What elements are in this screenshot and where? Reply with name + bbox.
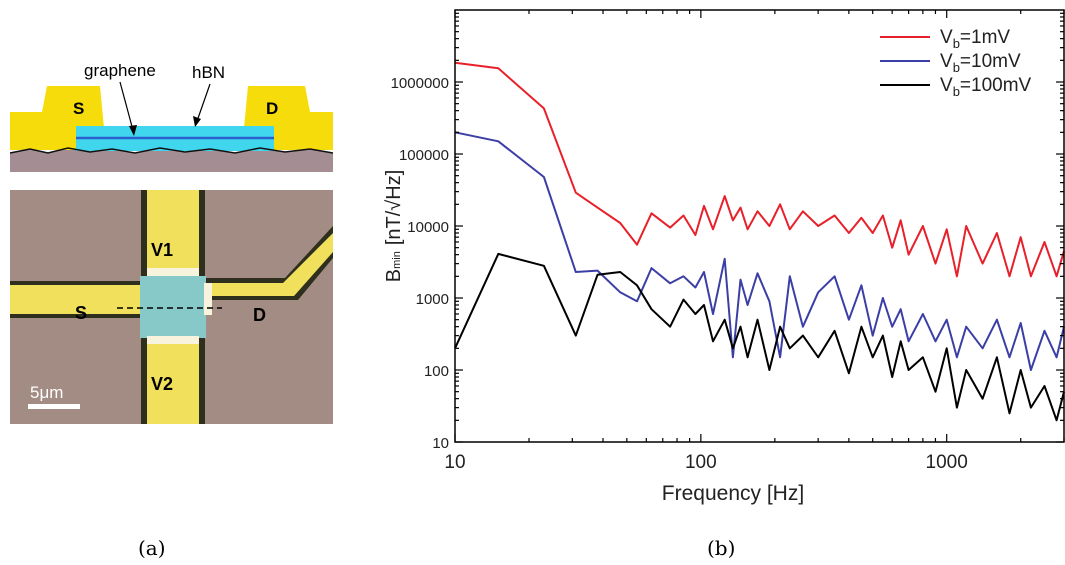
caption-b: (b) xyxy=(707,536,736,560)
y-tick-label: 10 xyxy=(432,435,449,452)
y-axis-label-sub: min xyxy=(391,251,403,269)
graphene-arrow xyxy=(119,81,135,135)
drain-contact xyxy=(244,86,333,150)
device-figure: S D graphene hBN V1 V2 xyxy=(9,61,334,424)
micrograph-v2-label: V2 xyxy=(151,374,173,394)
source-lead xyxy=(10,285,150,314)
micrograph-s-label: S xyxy=(75,303,87,323)
series-line-2 xyxy=(454,131,1065,371)
micrograph-d-label: D xyxy=(253,305,266,325)
scalebar-label: 5μm xyxy=(30,383,63,402)
device-schematic: S D graphene hBN xyxy=(9,61,334,172)
schematic-source-label: S xyxy=(73,99,84,118)
graphene-label: graphene xyxy=(84,61,156,80)
axis-ticks: 10 100 1000 10 100 1000 10000 100000 1000000 xyxy=(391,10,1065,473)
optical-micrograph: V1 V2 S D 5μm xyxy=(10,190,333,424)
series-line-1 xyxy=(454,61,1065,278)
drain-lead xyxy=(202,233,333,296)
y-axis-label: Bmin [nT/√Hz] xyxy=(383,170,405,283)
legend-label-1: Vb=1mV xyxy=(940,27,1010,51)
v1-lead xyxy=(147,190,199,274)
v1-contact-edge xyxy=(147,268,199,276)
drain-contact-edge xyxy=(204,283,212,315)
graphene-arrowhead xyxy=(129,125,137,136)
plot-lines xyxy=(454,61,1065,422)
scalebar xyxy=(28,404,80,409)
y-tick-label: 100 xyxy=(424,363,449,380)
y-tick-label: 100000 xyxy=(399,147,449,164)
hbn-label: hBN xyxy=(192,63,225,82)
y-axis-label-units: [nT/√Hz] xyxy=(383,170,405,245)
x-tick-label: 1000 xyxy=(926,452,968,473)
substrate-surface xyxy=(9,147,334,154)
hbn-channel xyxy=(140,276,206,338)
substrate xyxy=(10,148,333,172)
hbn-arrow xyxy=(195,83,211,125)
schematic-drain-label: D xyxy=(266,99,278,118)
y-tick-label: 10000 xyxy=(407,219,449,236)
series-line-3 xyxy=(454,252,1065,422)
x-tick-label: 10 xyxy=(444,452,465,473)
figure-a: S D graphene hBN V1 V2 xyxy=(0,0,360,520)
y-tick-label: 1000000 xyxy=(391,75,449,92)
legend-label-2: Vb=10mV xyxy=(940,51,1021,75)
svg-text:Bmin[nT/√Hz]: Bmin [nT/√Hz] xyxy=(383,170,405,283)
y-tick-label: 1000 xyxy=(416,291,449,308)
hbn-arrowhead xyxy=(193,116,201,127)
noise-chart: 10 100 1000 10 100 1000 10000 100000 1000000 Fre… xyxy=(383,9,1065,505)
v2-lead xyxy=(147,340,199,424)
source-contact xyxy=(10,86,104,150)
x-axis-label: Frequency [Hz] xyxy=(662,482,804,505)
x-tick-label: 100 xyxy=(685,452,717,473)
caption-a: (a) xyxy=(138,536,166,560)
legend-label-3: Vb=100mV xyxy=(940,75,1032,99)
micrograph-v1-label: V1 xyxy=(151,240,173,260)
figure-b: 10 100 1000 10 100 1000 10000 100000 1000000 Fre… xyxy=(360,0,1065,520)
v2-contact-edge xyxy=(147,336,199,344)
y-axis-label-main: B xyxy=(383,269,405,282)
